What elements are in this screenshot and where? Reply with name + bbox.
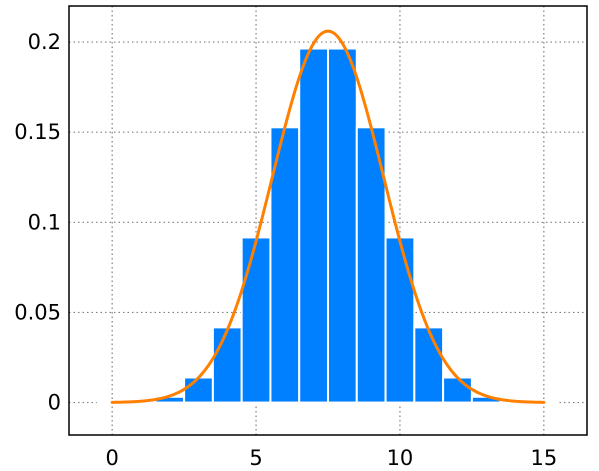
- y-tick-label: 0.2: [28, 30, 61, 54]
- x-tick-labels: 0 5 10 15: [105, 446, 557, 470]
- bar: [183, 376, 214, 404]
- bar: [384, 236, 416, 404]
- bar: [298, 47, 330, 404]
- x-tick-label: 5: [249, 446, 262, 470]
- bar: [355, 126, 387, 404]
- y-tick-label: 0: [48, 391, 61, 415]
- density-line: [110, 29, 546, 404]
- x-tick-label: 0: [105, 446, 118, 470]
- bar: [442, 376, 473, 404]
- plot-frame: [68, 5, 588, 436]
- y-tick-label: 0.15: [14, 120, 61, 144]
- bar: [413, 326, 445, 404]
- y-tick-label: 0.05: [14, 300, 61, 324]
- bars: [96, 47, 560, 404]
- x-tick-label: 10: [387, 446, 414, 470]
- bar: [240, 236, 272, 404]
- density-curve: [110, 29, 546, 404]
- y-tick-label: 0.1: [28, 210, 61, 234]
- x-tick-label: 15: [530, 446, 557, 470]
- bar: [327, 47, 358, 404]
- y-tick-labels: 0 0.05 0.1 0.15 0.2: [14, 30, 61, 415]
- bar: [211, 326, 243, 404]
